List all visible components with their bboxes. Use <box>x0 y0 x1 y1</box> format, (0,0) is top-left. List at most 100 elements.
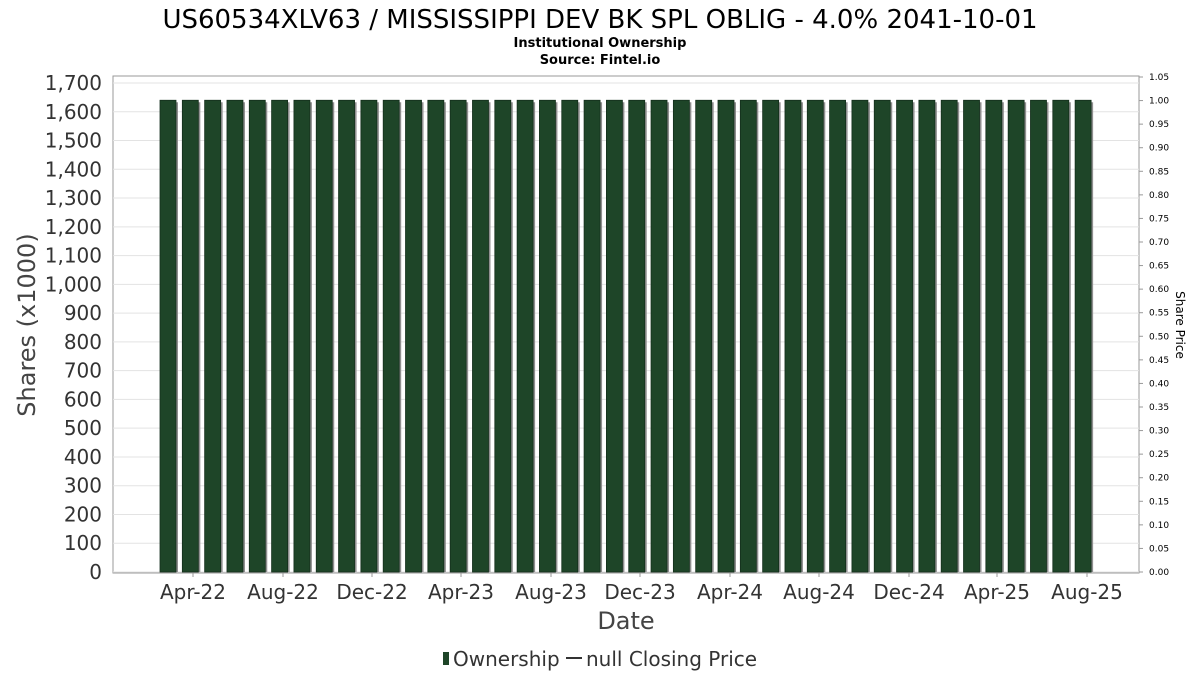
x-tick-label: Dec-23 <box>604 580 675 604</box>
y2-tick-label: 0.30 <box>1149 427 1169 437</box>
y-tick-label: 800 <box>64 330 102 354</box>
x-tick-label: Dec-22 <box>336 580 407 604</box>
y2-tick-label: 1.05 <box>1149 73 1169 83</box>
y2-tick-label: 0.00 <box>1149 568 1169 578</box>
ownership-bar <box>940 99 958 573</box>
y2-tick-label: 0.25 <box>1149 450 1169 460</box>
chart-subtitle-1: Institutional Ownership <box>514 36 687 51</box>
bars-group <box>159 99 1094 573</box>
y2-tick-label: 0.15 <box>1149 497 1169 507</box>
legend-ownership-label: Ownership <box>453 647 560 671</box>
y2-tick-label: 0.90 <box>1149 144 1169 154</box>
ownership-bar <box>784 99 802 573</box>
legend: Ownership null Closing Price <box>443 647 757 671</box>
y2-tick-label: 0.10 <box>1149 521 1169 531</box>
y2-tick-label: 1.00 <box>1149 97 1169 107</box>
y2-tick-label: 0.70 <box>1149 238 1169 248</box>
ownership-bar <box>293 99 311 573</box>
ownership-bar <box>1074 99 1092 573</box>
ownership-bar <box>405 99 422 573</box>
ownership-bar <box>717 99 735 573</box>
y-tick-label: 1,500 <box>45 129 102 153</box>
ownership-bar <box>806 99 824 573</box>
ownership-bar <box>695 99 713 573</box>
ownership-bar <box>628 99 646 573</box>
x-tick-label: Aug-22 <box>247 580 319 604</box>
y2-tick-label: 0.40 <box>1149 379 1169 389</box>
y-tick-label: 200 <box>64 502 102 526</box>
y2-tick-label: 0.85 <box>1149 167 1169 177</box>
legend-ownership-swatch <box>443 652 449 665</box>
ownership-bar <box>271 99 289 573</box>
x-tick-label: Dec-24 <box>873 580 944 604</box>
y-tick-label: 1,000 <box>45 272 102 296</box>
y-tick-label: 1,400 <box>45 157 102 181</box>
y2-tick-label: 0.05 <box>1149 544 1169 554</box>
ownership-bar <box>672 99 690 573</box>
ownership-bar <box>1052 99 1070 573</box>
ownership-bar <box>427 99 445 573</box>
y-tick-label: 900 <box>64 301 102 325</box>
ownership-bar <box>315 99 333 573</box>
y-tick-label: 1,600 <box>45 100 102 124</box>
ownership-bar <box>606 99 623 573</box>
ownership-bar <box>472 99 489 573</box>
ownership-bar <box>918 99 936 573</box>
chart-title: US60534XLV63 / MISSISSIPPI DEV BK SPL OB… <box>162 5 1037 35</box>
y2-tick-label: 0.60 <box>1149 285 1169 295</box>
ownership-bar <box>762 99 780 573</box>
ownership-bar <box>963 99 980 573</box>
ownership-bar <box>1030 99 1047 573</box>
y-tick-label: 600 <box>64 387 102 411</box>
legend-price-label: null Closing Price <box>586 647 757 671</box>
ownership-bar <box>851 99 869 573</box>
x-tick-label: Aug-25 <box>1051 580 1123 604</box>
y-tick-label: 400 <box>64 445 102 469</box>
y-tick-label: 1,200 <box>45 215 102 239</box>
ownership-bar <box>739 99 757 573</box>
ownership-bar <box>159 99 177 573</box>
ownership-bar <box>248 99 266 573</box>
y-tick-label: 1,700 <box>45 71 102 95</box>
ownership-bar <box>226 99 244 573</box>
ownership-bar <box>494 99 512 573</box>
ownership-bar <box>873 99 891 573</box>
x-axis-ticks: Apr-22 Aug-22 Dec-22 Apr-23 Aug-23 Dec-23 Apr-… <box>160 573 1123 604</box>
ownership-bar <box>449 99 467 573</box>
x-tick-label: Aug-24 <box>783 580 855 604</box>
ownership-bar <box>181 99 199 573</box>
y-tick-label: 1,300 <box>45 186 102 210</box>
x-tick-label: Apr-22 <box>160 580 226 604</box>
x-tick-label: Apr-24 <box>697 580 763 604</box>
ownership-bar <box>650 99 668 573</box>
y2-tick-label: 0.35 <box>1149 403 1169 413</box>
y-tick-label: 700 <box>64 359 102 383</box>
ownership-bar <box>829 99 846 573</box>
y2-axis-title: Share Price <box>1173 291 1187 359</box>
y-tick-label: 1,100 <box>45 244 102 268</box>
ownership-bar <box>360 99 378 573</box>
y-tick-label: 300 <box>64 474 102 498</box>
ownership-bar <box>561 99 579 573</box>
y2-axis-ticks: 0.00 0.05 0.10 0.15 0.20 0.25 0.30 0.35 0.40 0.45… <box>1139 73 1169 578</box>
y2-tick-label: 0.65 <box>1149 262 1169 272</box>
y2-tick-label: 0.20 <box>1149 474 1169 484</box>
ownership-bar <box>1007 99 1025 573</box>
x-tick-label: Apr-25 <box>964 580 1030 604</box>
y2-tick-label: 0.45 <box>1149 356 1169 366</box>
y-tick-label: 100 <box>64 531 102 555</box>
ownership-bar <box>896 99 913 573</box>
y-axis-title: Shares (x1000) <box>13 233 41 416</box>
y-tick-label: 0 <box>89 560 102 584</box>
y2-tick-label: 0.55 <box>1149 309 1169 319</box>
x-tick-label: Apr-23 <box>428 580 494 604</box>
y-tick-label: 500 <box>64 416 102 440</box>
y2-tick-label: 0.75 <box>1149 214 1169 224</box>
x-axis-title: Date <box>597 607 654 635</box>
ownership-bar <box>583 99 601 573</box>
ownership-bar <box>985 99 1003 573</box>
y2-tick-label: 0.95 <box>1149 120 1169 130</box>
ownership-bar <box>539 99 556 573</box>
y-axis-ticks: 0 100 200 300 400 500 600 700 800 900 1,000 1,100 1,… <box>45 71 102 584</box>
